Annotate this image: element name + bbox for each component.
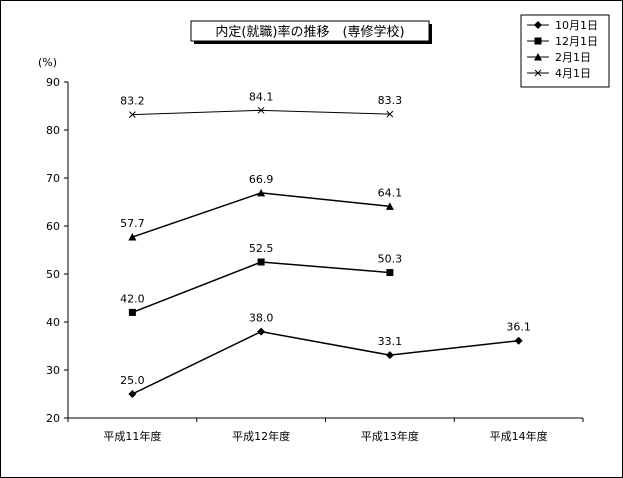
legend-item: 10月1日 bbox=[527, 19, 598, 32]
data-label: 64.1 bbox=[378, 186, 403, 199]
data-point bbox=[128, 308, 136, 316]
data-label: 57.7 bbox=[120, 217, 145, 230]
data-label: 42.0 bbox=[120, 292, 145, 305]
chart-title-text: 内定(就職)率の推移 (専修学校) bbox=[215, 24, 404, 40]
title-box bbox=[190, 20, 430, 42]
data-point bbox=[386, 110, 394, 118]
series-line bbox=[132, 192, 390, 238]
data-point bbox=[386, 269, 394, 277]
data-point bbox=[129, 111, 136, 118]
legend-item: 12月1日 bbox=[527, 35, 598, 48]
data-point bbox=[385, 202, 394, 210]
data-label: 25.0 bbox=[120, 374, 145, 387]
data-label: 52.5 bbox=[249, 242, 274, 255]
data-label: 66.9 bbox=[249, 173, 274, 186]
data-label: 38.0 bbox=[249, 312, 274, 325]
legend: 10月1日 12月1日 2月1日 4月1日 bbox=[520, 14, 610, 88]
y-tick-label: 50 bbox=[46, 268, 60, 281]
legend-label: 10月1日 bbox=[555, 19, 598, 32]
data-point bbox=[514, 336, 523, 345]
series-x: 83.2 84.1 83.3 bbox=[120, 90, 403, 118]
data-point bbox=[128, 390, 137, 398]
y-tick-label: 30 bbox=[46, 364, 60, 377]
data-point bbox=[257, 188, 266, 197]
data-label: 50.3 bbox=[378, 253, 403, 266]
legend-marker bbox=[534, 37, 542, 45]
series-square: 42.0 52.5 50.3 bbox=[120, 242, 402, 316]
legend-marker bbox=[534, 53, 542, 61]
legend-label: 4月1日 bbox=[555, 67, 591, 80]
data-point bbox=[257, 258, 265, 266]
legend-item: 4月1日 bbox=[527, 67, 591, 80]
data-point bbox=[257, 327, 266, 336]
data-label: 33.1 bbox=[378, 335, 403, 348]
y-tick-label: 60 bbox=[46, 220, 60, 233]
x-tick-label: 平成13年度 bbox=[361, 429, 419, 443]
series-layer: 25.0 38.0 33.1 36.1 42.0 52.5 50.3 57.7 66.9 64.1… bbox=[120, 90, 531, 398]
data-label: 83.3 bbox=[378, 94, 403, 107]
x-tick-label: 平成12年度 bbox=[232, 429, 290, 443]
legend-label: 12月1日 bbox=[555, 35, 598, 48]
x-tick-label: 平成11年度 bbox=[103, 429, 161, 443]
data-label: 84.1 bbox=[249, 90, 274, 103]
chart-title: 内定(就職)率の推移 (専修学校) bbox=[190, 20, 432, 44]
y-unit-label: (%) bbox=[38, 56, 57, 69]
data-point bbox=[257, 106, 265, 114]
axes: 20 30 40 50 60 70 80 90 平成11年度 平成12年度 平成13年度 平成14年度 bbox=[46, 76, 584, 443]
y-tick-label: 80 bbox=[46, 124, 60, 137]
y-tick-label: 20 bbox=[46, 412, 60, 425]
y-tick-label: 40 bbox=[46, 316, 60, 329]
data-label: 83.2 bbox=[120, 95, 145, 108]
data-point bbox=[128, 233, 137, 241]
legend-marker bbox=[534, 21, 542, 29]
legend-item: 2月1日 bbox=[527, 51, 591, 64]
series-line bbox=[132, 330, 519, 395]
legend-label: 2月1日 bbox=[555, 51, 591, 64]
data-point bbox=[385, 351, 394, 360]
y-tick-label: 90 bbox=[46, 76, 60, 89]
series-triangle: 57.7 66.9 64.1 bbox=[120, 173, 402, 241]
data-label: 36.1 bbox=[506, 321, 531, 334]
x-tick-label: 平成14年度 bbox=[490, 429, 548, 443]
series-diamond: 25.0 38.0 33.1 36.1 bbox=[120, 312, 531, 398]
series-line bbox=[132, 261, 390, 314]
legend-marker bbox=[534, 69, 542, 77]
y-tick-label: 70 bbox=[46, 172, 60, 185]
